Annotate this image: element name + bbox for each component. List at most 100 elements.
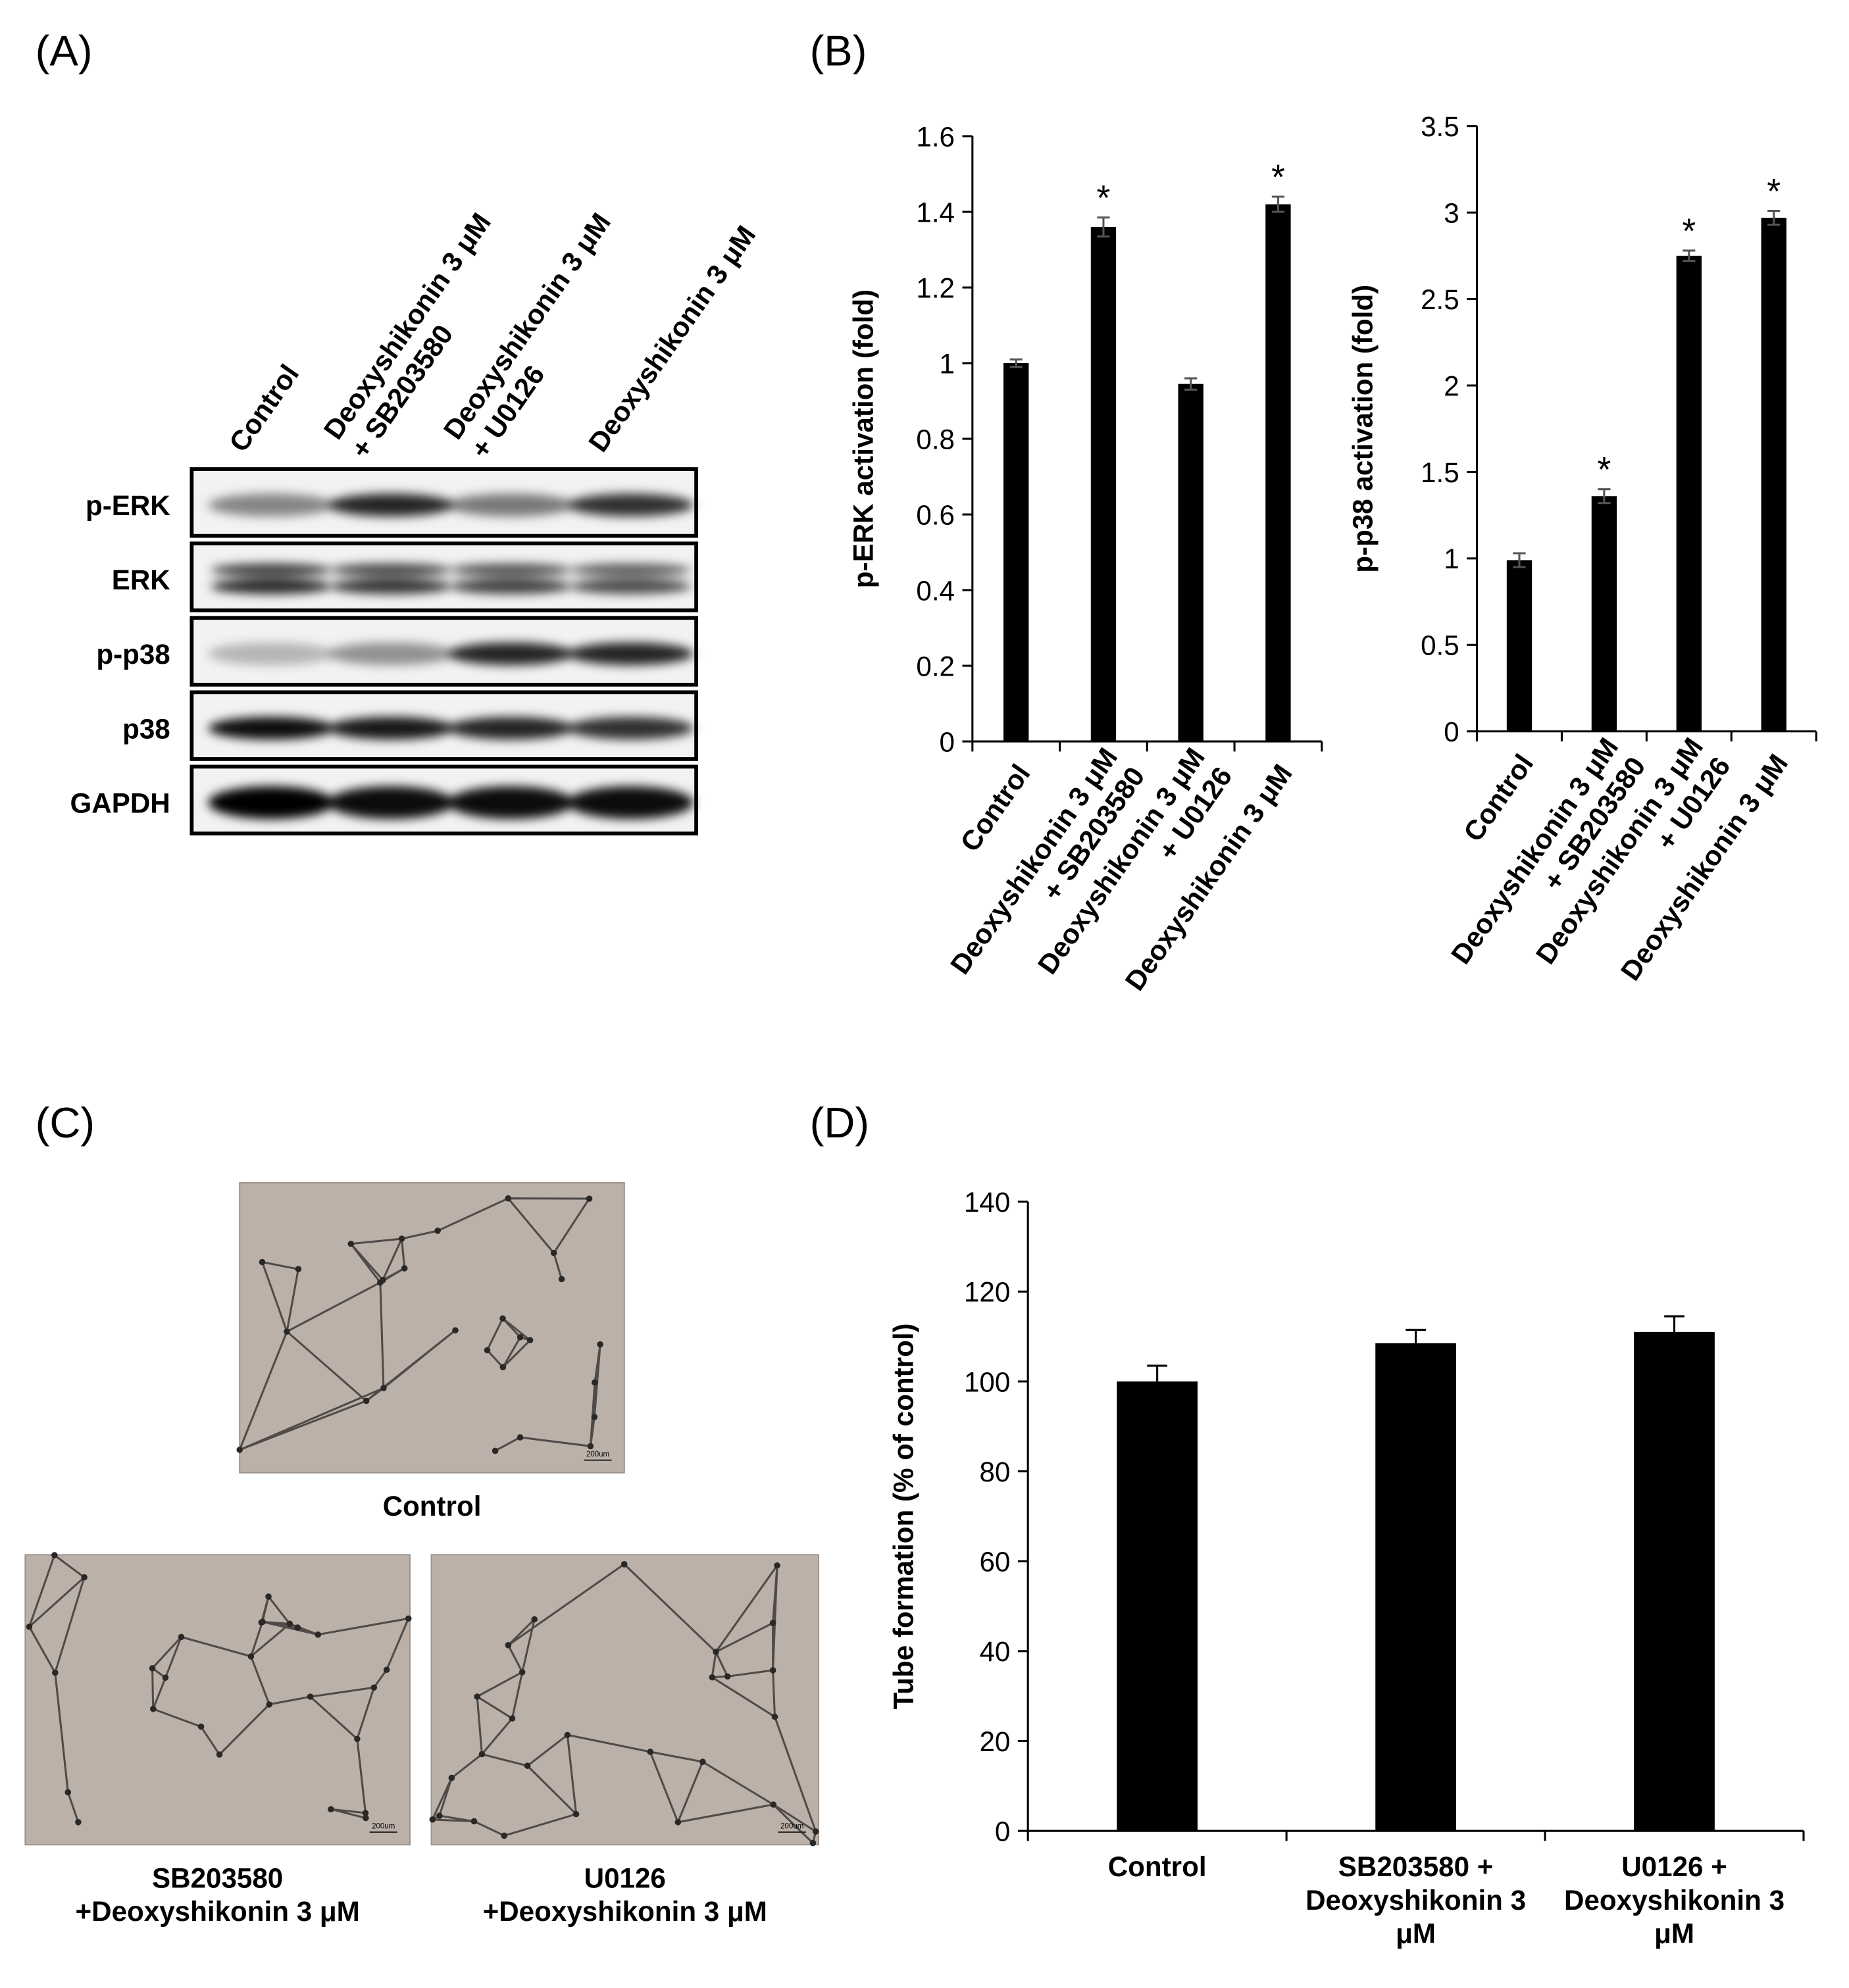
cell-node: [448, 1774, 455, 1781]
cell-node: [770, 1801, 777, 1808]
cell-node: [178, 1633, 185, 1641]
y-tick-label: 0.8: [916, 424, 955, 455]
y-tick-label: 0.2: [916, 651, 955, 682]
cell-node: [509, 1715, 516, 1722]
tube-network: [238, 1197, 601, 1452]
blot-row-label: p-p38: [96, 639, 170, 670]
cell-node: [405, 1615, 412, 1622]
y-tick-label: 120: [964, 1277, 1010, 1308]
bar: [1761, 218, 1786, 732]
panel-label: (D): [810, 1099, 869, 1147]
y-tick-label: 1: [1444, 543, 1459, 574]
lane-label: Control: [223, 359, 305, 457]
cell-node: [81, 1574, 88, 1581]
y-tick-label: 0.6: [916, 499, 955, 530]
cell-node: [51, 1552, 58, 1558]
y-tick-label: 3.5: [1421, 111, 1459, 142]
y-axis-title: p-p38 activation (fold): [1347, 285, 1378, 573]
cell-node: [363, 1814, 369, 1822]
significance-marker: *: [1096, 178, 1110, 218]
cell-node: [699, 1758, 706, 1765]
cell-node: [771, 1713, 778, 1720]
cell-node: [564, 1731, 571, 1739]
cell-node: [621, 1561, 628, 1568]
blot-bands: [208, 493, 694, 516]
cell-node: [597, 1341, 603, 1348]
bar: [1676, 255, 1702, 732]
cell-node: [259, 1618, 266, 1626]
cell-node: [674, 1819, 682, 1826]
scale-bar-label: 200um: [586, 1451, 609, 1458]
band: [330, 578, 452, 594]
cell-node: [591, 1414, 598, 1420]
band: [450, 563, 572, 576]
y-tick-label: 1.2: [916, 272, 955, 303]
blot-bands: [208, 642, 694, 666]
blot-row-label: p-ERK: [86, 490, 170, 521]
cell-node: [328, 1806, 334, 1813]
y-tick-label: 0: [1444, 716, 1459, 747]
cell-node: [362, 1810, 369, 1816]
cell-node: [499, 1364, 507, 1371]
cell-node: [517, 1334, 524, 1341]
y-tick-label: 1.4: [916, 197, 955, 228]
cell-node: [347, 1240, 355, 1247]
error-bar: [1683, 249, 1696, 262]
cell-node: [75, 1819, 82, 1826]
cell-node: [429, 1816, 436, 1823]
tube-network: [431, 1563, 817, 1844]
y-tick-label: 0: [940, 726, 955, 757]
cell-node: [149, 1665, 156, 1672]
band: [211, 563, 332, 576]
blot-bands: [208, 716, 694, 740]
error-bar: [1271, 195, 1285, 213]
cell-node: [550, 1249, 557, 1256]
cell-node: [592, 1379, 598, 1386]
cell-node: [519, 1669, 526, 1676]
cell-node: [769, 1667, 776, 1674]
cell-node: [572, 1810, 580, 1818]
micrograph-caption: Control: [383, 1491, 482, 1522]
x-tick-label: Control: [954, 758, 1036, 857]
cell-node: [484, 1347, 491, 1354]
band: [567, 786, 694, 819]
cell-node: [505, 1642, 512, 1649]
panel-label: (B): [810, 27, 867, 75]
cell-node: [709, 1674, 716, 1681]
band: [567, 716, 694, 740]
cell-node: [587, 1443, 594, 1450]
cell-node: [586, 1195, 593, 1202]
panel-label: (A): [36, 27, 93, 75]
band: [450, 578, 572, 594]
scale-bar-label: 200um: [780, 1822, 803, 1830]
micrograph: [24, 1554, 411, 1846]
cell-node: [354, 1735, 361, 1743]
x-tick-label: U0126 + Deoxyshikonin 3 μM: [1564, 1851, 1785, 1949]
cell-node: [647, 1749, 653, 1755]
error-bar: [1147, 1364, 1167, 1399]
cell-node: [499, 1315, 506, 1322]
error-bar: [1184, 377, 1198, 391]
cell-node: [307, 1693, 314, 1700]
x-tick-label: SB203580 + Deoxyshikonin 3 μM: [1305, 1851, 1526, 1949]
bar: [1117, 1381, 1198, 1831]
bar: [1375, 1343, 1456, 1831]
cell-node: [265, 1593, 272, 1600]
cell-node: [470, 1818, 478, 1825]
cell-node: [370, 1684, 378, 1691]
cell-node: [474, 1693, 480, 1700]
micrograph: [239, 1181, 625, 1474]
y-tick-label: 40: [979, 1636, 1010, 1667]
band: [570, 578, 692, 594]
cell-node: [236, 1447, 243, 1453]
scale-bar-label: 200um: [372, 1822, 395, 1830]
blot-row-label: ERK: [112, 564, 171, 595]
bar: [1591, 496, 1617, 732]
bar: [1265, 204, 1291, 742]
x-tick-label: Control: [1108, 1851, 1207, 1882]
y-tick-label: 100: [964, 1366, 1010, 1397]
micrograph-caption: U0126 +Deoxyshikonin 3 μM: [483, 1862, 767, 1927]
cell-node: [436, 1812, 443, 1819]
cell-node: [724, 1673, 731, 1680]
